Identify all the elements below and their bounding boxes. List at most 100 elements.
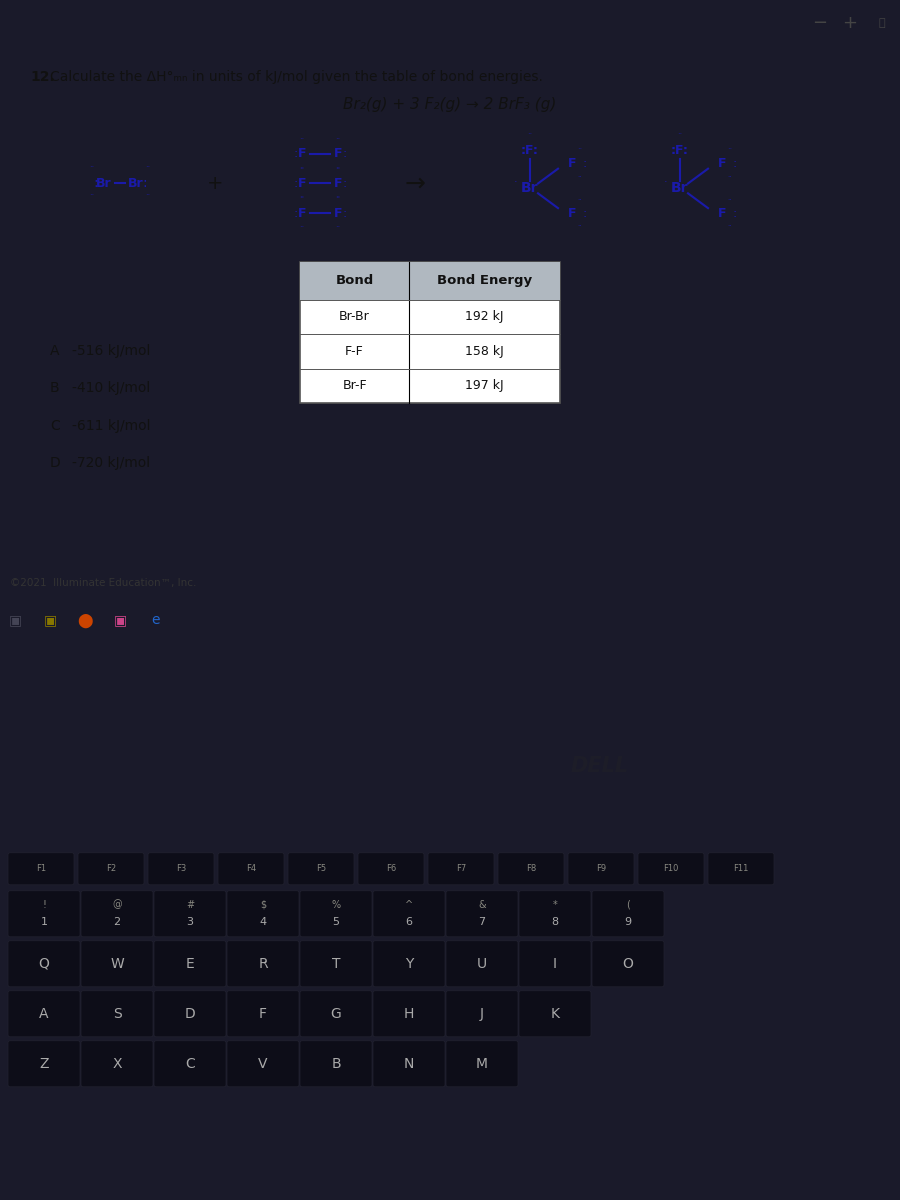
Text: +: + — [842, 14, 858, 32]
FancyBboxPatch shape — [288, 853, 354, 884]
Text: ⬜: ⬜ — [878, 18, 886, 28]
Text: ··: ·· — [300, 223, 304, 232]
FancyBboxPatch shape — [300, 1040, 372, 1087]
Text: Br: Br — [521, 181, 539, 196]
Text: F10: F10 — [663, 864, 679, 874]
Text: Br₂(g) + 3 F₂(g) → 2 BrF₃ (g): Br₂(g) + 3 F₂(g) → 2 BrF₃ (g) — [343, 97, 557, 112]
Text: F: F — [568, 157, 576, 170]
Text: ··: ·· — [300, 164, 304, 174]
Text: +: + — [207, 174, 223, 193]
Text: C: C — [185, 1057, 195, 1070]
FancyBboxPatch shape — [154, 890, 226, 937]
Text: F8: F8 — [526, 864, 536, 874]
Text: #: # — [186, 900, 194, 910]
FancyBboxPatch shape — [519, 941, 591, 986]
Text: F: F — [718, 206, 726, 220]
Text: (: ( — [626, 900, 630, 910]
Text: 2: 2 — [113, 917, 121, 928]
FancyBboxPatch shape — [81, 1040, 153, 1087]
Text: ·: · — [664, 178, 668, 187]
FancyBboxPatch shape — [148, 853, 214, 884]
Text: D: D — [184, 1007, 195, 1021]
Text: :: : — [293, 176, 298, 190]
FancyBboxPatch shape — [519, 890, 591, 937]
FancyBboxPatch shape — [446, 991, 518, 1037]
Text: :: : — [342, 206, 346, 220]
Text: F7: F7 — [456, 864, 466, 874]
Text: ··: ·· — [336, 164, 340, 174]
Text: ▣: ▣ — [8, 613, 22, 628]
Text: Br: Br — [128, 176, 144, 190]
FancyBboxPatch shape — [227, 941, 299, 986]
Text: 158 kJ: 158 kJ — [465, 344, 504, 358]
Text: V: V — [258, 1057, 268, 1070]
Text: T: T — [332, 956, 340, 971]
FancyBboxPatch shape — [708, 853, 774, 884]
Text: ··: ·· — [727, 145, 733, 154]
FancyBboxPatch shape — [154, 1040, 226, 1087]
Text: ··: ·· — [728, 223, 733, 229]
Text: F4: F4 — [246, 864, 256, 874]
Text: Bond: Bond — [336, 275, 374, 288]
Text: !: ! — [42, 900, 46, 910]
Text: :F:: :F: — [521, 144, 539, 157]
Text: F: F — [298, 148, 306, 161]
Text: ^: ^ — [405, 900, 413, 910]
Text: ··: ·· — [300, 136, 304, 144]
Text: N: N — [404, 1057, 414, 1070]
Text: I: I — [553, 956, 557, 971]
Text: -611 kJ/mol: -611 kJ/mol — [72, 419, 150, 433]
Text: 7: 7 — [479, 917, 486, 928]
Text: 197 kJ: 197 kJ — [465, 379, 504, 392]
Text: F: F — [259, 1007, 267, 1021]
Text: F2: F2 — [106, 864, 116, 874]
Text: F: F — [334, 176, 342, 190]
Text: F5: F5 — [316, 864, 326, 874]
FancyBboxPatch shape — [78, 853, 144, 884]
Text: ··: ·· — [300, 163, 304, 173]
Text: J: J — [480, 1007, 484, 1021]
Text: :: : — [342, 148, 346, 161]
FancyBboxPatch shape — [373, 941, 445, 986]
FancyBboxPatch shape — [81, 991, 153, 1037]
Text: F1: F1 — [36, 864, 46, 874]
Text: D: D — [50, 456, 61, 470]
Text: 6: 6 — [406, 917, 412, 928]
Text: F: F — [298, 206, 306, 220]
FancyBboxPatch shape — [373, 991, 445, 1037]
Text: O: O — [623, 956, 634, 971]
Text: *: * — [553, 900, 557, 910]
Text: B: B — [331, 1057, 341, 1070]
Text: 1: 1 — [40, 917, 48, 928]
Text: ··: ·· — [578, 145, 582, 154]
Text: 4: 4 — [259, 917, 266, 928]
Text: 8: 8 — [552, 917, 559, 928]
Text: ··: ·· — [300, 193, 304, 203]
Text: Q: Q — [39, 956, 50, 971]
FancyBboxPatch shape — [519, 991, 591, 1037]
Bar — [300, 263, 560, 403]
Text: Bond Energy: Bond Energy — [437, 275, 532, 288]
FancyBboxPatch shape — [428, 853, 494, 884]
Bar — [300, 263, 560, 300]
FancyBboxPatch shape — [8, 853, 74, 884]
Text: ··: ·· — [578, 223, 582, 229]
Text: H: H — [404, 1007, 414, 1021]
Text: ·: · — [514, 178, 518, 187]
FancyBboxPatch shape — [8, 941, 80, 986]
Text: 5: 5 — [332, 917, 339, 928]
Text: -516 kJ/mol: -516 kJ/mol — [72, 344, 150, 358]
Text: ··: ·· — [336, 193, 340, 203]
Text: Br-Br: Br-Br — [339, 311, 370, 324]
Text: ··: ·· — [527, 130, 533, 139]
FancyBboxPatch shape — [227, 991, 299, 1037]
Text: ▣: ▣ — [113, 613, 127, 628]
Text: X: X — [112, 1057, 122, 1070]
Text: F: F — [298, 176, 306, 190]
Text: ··: ·· — [578, 197, 582, 203]
Text: 192 kJ: 192 kJ — [465, 311, 504, 324]
FancyBboxPatch shape — [8, 1040, 80, 1087]
Text: ··: ·· — [678, 130, 682, 139]
Text: ··: ·· — [336, 194, 340, 203]
FancyBboxPatch shape — [592, 941, 664, 986]
